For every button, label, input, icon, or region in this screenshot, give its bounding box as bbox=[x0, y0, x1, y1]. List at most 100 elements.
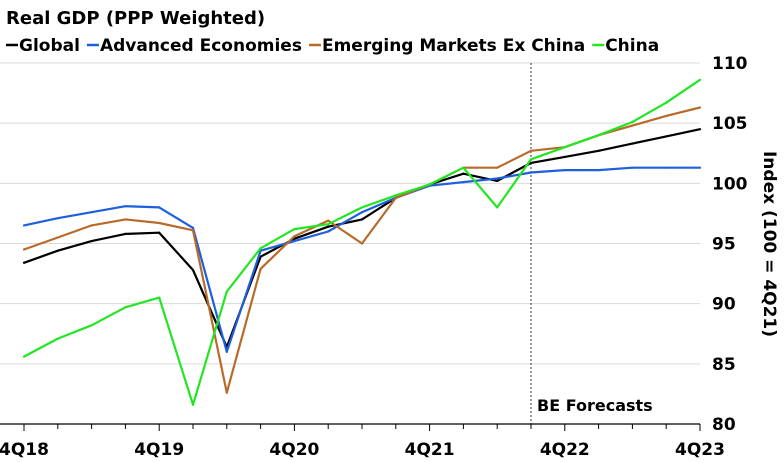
data-point-emerging-markets-ex-china bbox=[259, 267, 262, 270]
data-point-global bbox=[327, 225, 330, 228]
x-tick-label: 4Q21 bbox=[405, 440, 455, 460]
data-point-global bbox=[665, 135, 668, 138]
data-point-advanced-economies bbox=[360, 211, 364, 214]
data-point-china bbox=[462, 166, 465, 169]
data-point-china bbox=[158, 296, 161, 299]
data-point-china bbox=[124, 306, 127, 309]
data-point-emerging-markets-ex-china bbox=[665, 114, 668, 118]
forecast-divider: BE Forecasts bbox=[530, 63, 653, 424]
data-point-emerging-markets-ex-china bbox=[124, 218, 127, 221]
data-point-emerging-markets-ex-china bbox=[698, 106, 702, 109]
data-point-china bbox=[563, 146, 566, 149]
series-line-global bbox=[23, 128, 701, 349]
data-point-china bbox=[22, 355, 26, 358]
data-point-global bbox=[22, 261, 26, 264]
data-point-global bbox=[259, 255, 262, 258]
legend-label-advanced-economies: Advanced Economies bbox=[100, 36, 302, 56]
y-tick-label: 80 bbox=[712, 415, 736, 435]
data-point-emerging-markets-ex-china bbox=[360, 242, 364, 245]
chart-title: Real GDP (PPP Weighted) bbox=[6, 8, 265, 29]
data-point-global bbox=[698, 128, 702, 131]
data-point-advanced-economies bbox=[90, 211, 93, 214]
data-point-global bbox=[124, 232, 127, 235]
data-point-china bbox=[428, 183, 431, 186]
data-point-advanced-economies bbox=[158, 206, 161, 209]
data-point-advanced-economies bbox=[327, 230, 330, 233]
data-point-china bbox=[496, 206, 499, 209]
x-tick-label: 4Q19 bbox=[134, 440, 184, 460]
data-point-emerging-markets-ex-china bbox=[529, 149, 533, 152]
data-point-global bbox=[191, 268, 195, 272]
data-point-emerging-markets-ex-china bbox=[56, 236, 59, 239]
data-point-emerging-markets-ex-china bbox=[394, 196, 397, 199]
data-point-global bbox=[462, 172, 465, 175]
x-axis: 4Q18 4Q19 4Q20 4Q21 4Q22 4Q23 bbox=[0, 424, 725, 460]
data-point-global bbox=[360, 218, 364, 221]
data-point-global bbox=[158, 231, 161, 234]
data-point-emerging-markets-ex-china bbox=[225, 391, 228, 394]
y-tick-label: 95 bbox=[712, 235, 736, 255]
data-point-advanced-economies bbox=[665, 166, 668, 169]
data-point-emerging-markets-ex-china bbox=[293, 235, 296, 238]
data-point-advanced-economies bbox=[496, 177, 499, 180]
data-point-china bbox=[665, 101, 668, 104]
y-tick-label: 85 bbox=[712, 355, 736, 375]
data-point-china bbox=[698, 78, 702, 81]
data-point-advanced-economies bbox=[293, 239, 296, 243]
data-point-global bbox=[56, 249, 59, 252]
series-lines bbox=[22, 78, 702, 406]
data-point-advanced-economies bbox=[56, 217, 59, 220]
data-point-advanced-economies bbox=[191, 226, 195, 229]
data-point-emerging-markets-ex-china bbox=[90, 224, 93, 227]
series-line-advanced-economies bbox=[23, 166, 700, 353]
y-tick-label: 90 bbox=[712, 295, 736, 315]
data-point-advanced-economies bbox=[631, 166, 634, 169]
y-tick-label: 110 bbox=[712, 54, 748, 74]
data-point-advanced-economies bbox=[698, 166, 702, 169]
data-point-china bbox=[327, 223, 330, 226]
x-tick-label: 4Q20 bbox=[269, 440, 319, 460]
data-point-china bbox=[631, 120, 634, 124]
data-point-global bbox=[597, 149, 600, 152]
y-tick-label: 105 bbox=[712, 114, 748, 134]
data-point-advanced-economies bbox=[22, 224, 26, 227]
data-point-advanced-economies bbox=[462, 181, 465, 184]
data-point-china bbox=[56, 337, 59, 340]
gridlines bbox=[0, 62, 700, 425]
data-point-emerging-markets-ex-china bbox=[327, 219, 330, 222]
legend-label-emerging-markets-ex-china: Emerging Markets Ex China bbox=[322, 36, 585, 56]
data-point-china bbox=[597, 134, 600, 137]
data-point-advanced-economies bbox=[597, 168, 600, 172]
data-point-global bbox=[496, 179, 499, 183]
data-point-china bbox=[394, 194, 397, 197]
data-point-emerging-markets-ex-china bbox=[496, 166, 499, 169]
y-axis-label: Index (100 = 4Q21) bbox=[759, 151, 779, 337]
data-point-advanced-economies bbox=[225, 350, 228, 353]
data-point-china bbox=[259, 247, 262, 250]
y-tick-label: 100 bbox=[712, 174, 748, 194]
data-point-emerging-markets-ex-china bbox=[22, 248, 26, 251]
data-point-china bbox=[90, 324, 93, 327]
data-point-china bbox=[191, 403, 195, 406]
legend: Global Advanced Economies Emerging Markets… bbox=[6, 36, 659, 56]
legend-label-china: China bbox=[605, 36, 659, 56]
y-axis: 80 85 90 95 100 105 110 bbox=[712, 54, 748, 435]
x-tick-label: 4Q23 bbox=[675, 440, 725, 460]
data-point-advanced-economies bbox=[563, 168, 566, 172]
x-tick-label: 4Q18 bbox=[0, 440, 49, 460]
x-tick-label: 4Q22 bbox=[540, 440, 590, 460]
data-point-emerging-markets-ex-china bbox=[158, 221, 161, 225]
data-point-china bbox=[360, 206, 364, 209]
data-point-global bbox=[90, 239, 93, 243]
data-point-global bbox=[563, 155, 566, 158]
data-point-global bbox=[631, 142, 634, 145]
data-point-china bbox=[293, 227, 296, 231]
legend-label-global: Global bbox=[19, 36, 80, 56]
data-point-advanced-economies bbox=[124, 205, 127, 208]
data-point-advanced-economies bbox=[529, 171, 533, 174]
forecast-annotation: BE Forecasts bbox=[537, 396, 653, 415]
data-point-global bbox=[529, 161, 533, 164]
data-point-china bbox=[529, 158, 533, 161]
data-point-china bbox=[225, 290, 228, 293]
